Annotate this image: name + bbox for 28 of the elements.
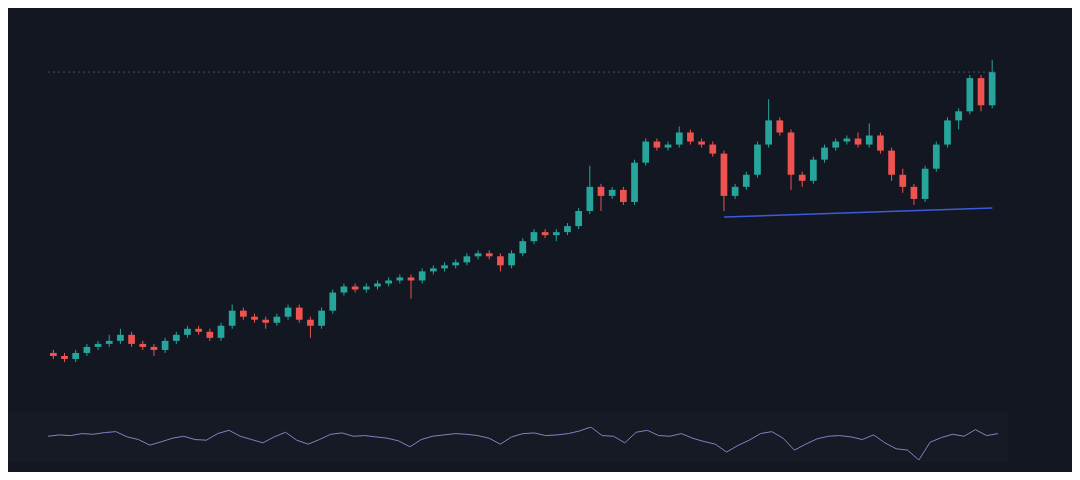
candlestick xyxy=(508,249,515,269)
candlestick xyxy=(642,138,650,167)
candlestick xyxy=(664,141,672,152)
candlestick xyxy=(865,122,873,149)
candlestick xyxy=(351,282,359,294)
candlestick xyxy=(318,307,325,330)
candlestick xyxy=(620,186,627,206)
candlestick xyxy=(776,116,784,136)
candlestick xyxy=(295,304,303,324)
candlestick xyxy=(843,135,851,146)
candlestick xyxy=(94,340,102,351)
candlestick xyxy=(474,249,482,260)
candlestick xyxy=(307,316,314,339)
candlestick xyxy=(742,171,750,191)
candlestick xyxy=(955,107,962,130)
candlestick xyxy=(541,228,549,239)
candlestick xyxy=(810,156,817,185)
candlestick xyxy=(329,289,337,315)
candlestick xyxy=(575,207,582,230)
candlestick xyxy=(407,273,415,300)
candlestick xyxy=(228,304,236,330)
candlestick xyxy=(877,131,884,155)
candlestick xyxy=(519,237,527,257)
candlestick xyxy=(497,252,504,272)
candlestick xyxy=(821,144,828,164)
candlestick xyxy=(150,343,158,357)
candlestick xyxy=(675,125,683,149)
candlestick xyxy=(899,168,907,194)
